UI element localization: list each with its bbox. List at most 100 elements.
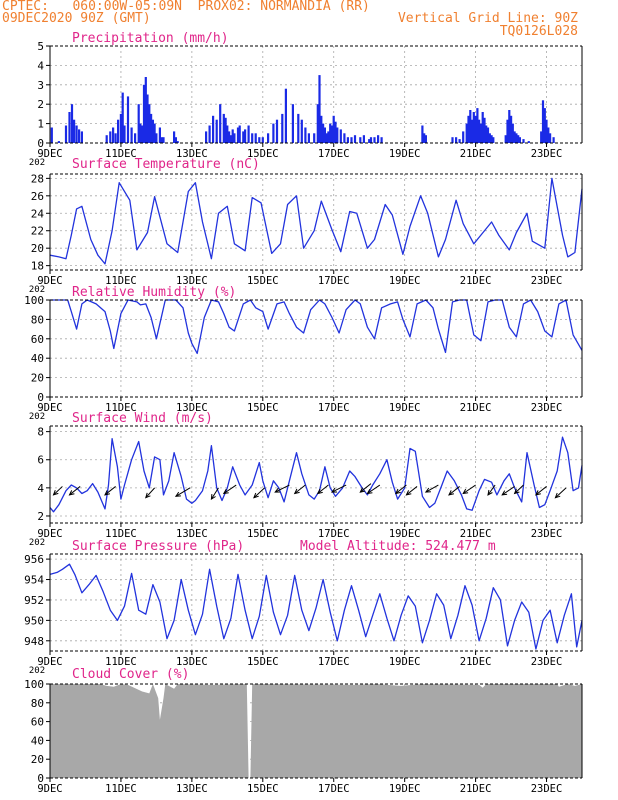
wind-arrow-head (174, 491, 181, 497)
precipitation-bar (486, 127, 490, 143)
cloud-xtick-label: 15DEC (247, 783, 279, 795)
precipitation-bar (112, 127, 115, 143)
humidity-series-line (50, 299, 583, 355)
temperature-series-line (49, 177, 583, 265)
precipitation-bar (126, 96, 130, 143)
precipitation-bar (219, 104, 222, 143)
wind-arrow-head (210, 494, 216, 501)
wind-arrow (253, 487, 265, 499)
precipitation-bar (64, 125, 68, 143)
precipitation-bar (173, 131, 176, 143)
precipitation-xtick-label: 23DEC (531, 148, 563, 160)
wind-arrow (223, 484, 237, 494)
precipitation-bar (313, 133, 316, 143)
precipitation-bar (153, 123, 156, 143)
precipitation-bar (205, 131, 208, 143)
precipitation-bar (73, 119, 76, 143)
temperature-ytick-label: 24 (31, 207, 45, 220)
temperature-xtick-label: 11DEC (105, 275, 137, 287)
wind-arrow (535, 486, 547, 496)
pressure-ytick-label: 956 (24, 553, 44, 566)
wind-xtick-label: 23DEC (531, 528, 563, 540)
precipitation-bar (492, 137, 495, 143)
temperature-year-stub: 202 (29, 285, 45, 295)
precipitation-bar (511, 123, 514, 143)
precipitation-bar (242, 131, 245, 143)
precipitation-bar (244, 129, 247, 143)
wind-arrow (487, 484, 496, 496)
cloud-ytick-label: 0 (37, 772, 44, 785)
wind-arrow-head (222, 488, 229, 495)
precipitation-ytick-label: 1 (37, 118, 44, 131)
precipitation-bar (304, 127, 307, 143)
precipitation-xtick-label: 21DEC (460, 148, 492, 160)
precipitation-ytick-label: 2 (37, 98, 44, 111)
temperature-xtick-label: 19DEC (389, 275, 421, 287)
precipitation-bar (137, 104, 140, 143)
temperature-xtick-label: 13DEC (176, 275, 208, 287)
precipitation-bar (117, 119, 120, 143)
humidity-ytick-label: 40 (31, 352, 44, 365)
wind-arrow-head (330, 487, 338, 493)
wind-xtick-label: 13DEC (176, 528, 208, 540)
wind-arrow (367, 484, 381, 494)
cloud-ytick-label: 100 (24, 678, 44, 691)
precipitation-bar (267, 133, 270, 143)
precipitation-bar (540, 131, 543, 143)
precipitation-bar (254, 133, 257, 143)
temperature-xtick-label: 17DEC (318, 275, 350, 287)
wind-arrow (294, 484, 306, 494)
precipitation-bar (369, 137, 373, 143)
precipitation-bar (545, 119, 548, 143)
wind-arrow (331, 484, 347, 493)
pressure-ytick-label: 952 (24, 594, 44, 607)
precipitation-bar (155, 133, 158, 143)
pressure-ytick-label: 950 (24, 614, 44, 627)
temperature-ytick-label: 28 (31, 172, 44, 185)
precipitation-bar (297, 113, 300, 143)
precipitation-bar (215, 119, 218, 143)
header-line1: CPTEC: 060:00W-05:09N PROX02: NORMANDIA … (2, 0, 370, 14)
precipitation-bar (510, 115, 513, 143)
pressure-annotation: Model Altitude: 524.477 m (300, 539, 496, 554)
temperature-xtick-label: 23DEC (531, 275, 563, 287)
temperature-chart: 18 20 22 24 26 28 9DEC 11DEC 13DEC 15DEC 17DEC 19DE… (29, 157, 583, 295)
precipitation-bar (455, 137, 458, 143)
precipitation-bar (208, 125, 211, 143)
precipitation-bar (506, 119, 509, 143)
precipitation-bar (465, 123, 468, 143)
precipitation-bar (332, 115, 335, 143)
temperature-ytick-label: 26 (31, 190, 44, 203)
wind-arrow (555, 487, 567, 499)
precipitation-bar (424, 135, 427, 143)
precipitation-bar (212, 115, 215, 143)
cloud-xtick-label: 13DEC (176, 783, 208, 795)
precipitation-bar (527, 141, 530, 143)
cloud-xtick-label: 17DEC (318, 783, 350, 795)
wind-chart: 2 4 6 8 9DEC 11DEC 13DEC 15DEC 17DEC 19DEC 21DEC 23… (29, 411, 583, 548)
wind-arrow (425, 484, 439, 493)
precipitation-bar (490, 135, 493, 143)
precipitation-ytick-label: 3 (37, 79, 44, 92)
precipitation-chart: 0 1 2 3 4 5 9DEC 11DEC 13DEC 15DEC 17DEC 19DEC 21DEC… (29, 31, 583, 168)
wind-arrow (53, 486, 63, 496)
cloud-xtick-label: 19DEC (389, 783, 421, 795)
humidity-xtick-label: 13DEC (176, 402, 208, 414)
precipitation-bar (522, 139, 525, 143)
precipitation-bar (508, 110, 511, 143)
humidity-xtick-label: 23DEC (531, 402, 563, 414)
pressure-year-stub: 202 (29, 666, 45, 676)
header-line2-right: Vertical Grid Line: 90Z (397, 11, 578, 26)
wind-arrow (514, 484, 524, 494)
pressure-xtick-label: 17DEC (318, 656, 350, 668)
humidity-year-stub: 202 (29, 412, 45, 422)
precipitation-bar (334, 121, 337, 143)
precipitation-bar (472, 112, 475, 143)
precipitation-bar (488, 133, 491, 143)
precipitation-bar (327, 131, 330, 143)
precipitation-ytick-label: 0 (37, 137, 44, 150)
precipitation-bar (320, 115, 323, 143)
wind-arrow (104, 486, 116, 496)
pressure-xtick-label: 19DEC (389, 656, 421, 668)
wind-arrow-head (424, 487, 431, 493)
